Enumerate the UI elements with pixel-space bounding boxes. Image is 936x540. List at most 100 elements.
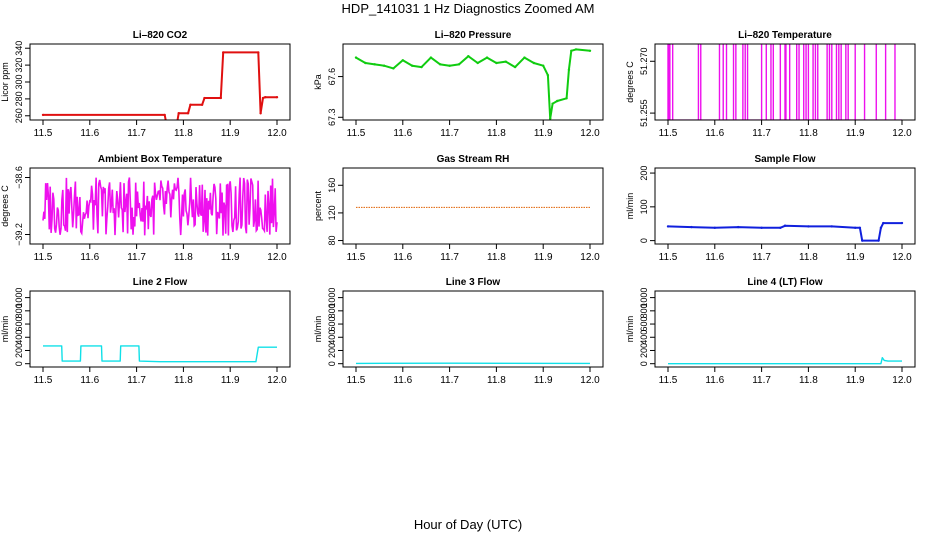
y-axis-label: ml/min xyxy=(625,316,635,343)
series-group xyxy=(41,51,279,128)
x-tick-label: 11.7 xyxy=(752,252,771,263)
series-line xyxy=(668,357,902,365)
panel-2: Li–820 Temperature 11.5 11.6 11.7 11.8 11.9 12… xyxy=(625,30,916,139)
x-tick-label: 11.9 xyxy=(846,375,865,386)
x-tick-label: 11.6 xyxy=(705,128,724,139)
series-point xyxy=(882,221,885,225)
series-point xyxy=(200,103,204,107)
series-point xyxy=(401,59,404,62)
panel-title: Li–820 Pressure xyxy=(435,30,512,41)
panel-1: Li–820 Pressure 11.5 11.6 11.7 11.8 11.9 12.0 6… xyxy=(313,30,604,139)
y-axis-label: ml/min xyxy=(313,316,323,343)
series-point xyxy=(221,51,225,54)
series-group xyxy=(42,177,278,236)
series-group xyxy=(667,44,902,120)
x-tick-label: 11.7 xyxy=(440,375,459,386)
y-tick-label: 160 xyxy=(327,178,337,193)
y-tick-label: 800 xyxy=(327,303,337,318)
y-tick-label: 100 xyxy=(639,199,649,214)
y-axis-label: percent xyxy=(313,190,323,221)
x-tick-label: 11.7 xyxy=(752,375,771,386)
series-point xyxy=(861,239,864,242)
panel-title: Li–820 CO2 xyxy=(133,30,188,41)
x-tick-label: 11.5 xyxy=(659,375,678,386)
x-tick-label: 11.5 xyxy=(347,128,366,139)
y-tick-label: 280 xyxy=(14,91,24,106)
x-tick-label: 11.6 xyxy=(80,128,99,139)
x-tick-label: 11.6 xyxy=(705,252,724,263)
series-line xyxy=(43,51,277,120)
x-tick-label: 11.6 xyxy=(705,375,724,386)
x-tick-label: 11.8 xyxy=(799,252,818,263)
y-tick-label: 600 xyxy=(327,317,337,332)
series-point xyxy=(420,65,423,69)
x-tick-label: 11.6 xyxy=(80,375,99,386)
series-point xyxy=(382,64,386,67)
y-tick-label: 200 xyxy=(327,343,337,358)
y-tick-label: 120 xyxy=(327,205,337,220)
panel-title: Sample Flow xyxy=(754,154,815,165)
series-point xyxy=(467,55,470,58)
panel-title: Ambient Box Temperature xyxy=(98,154,223,165)
x-tick-label: 11.9 xyxy=(221,252,240,263)
x-tick-label: 11.5 xyxy=(34,128,53,139)
x-tick-label: 11.7 xyxy=(440,252,459,263)
series-point xyxy=(476,61,479,65)
panel-4: Gas Stream RH 11.5 11.6 11.7 11.8 11.9 12.0 80 1… xyxy=(313,154,604,263)
series-point xyxy=(567,68,571,71)
x-tick-label: 11.9 xyxy=(534,375,553,386)
y-tick-label: 0 xyxy=(14,361,24,366)
x-axis-label: Hour of Day (UTC) xyxy=(413,517,523,532)
y-tick-label: 0 xyxy=(639,361,649,366)
series-point xyxy=(513,65,517,69)
y-tick-label: 340 xyxy=(14,41,24,56)
series-group xyxy=(354,48,592,120)
x-tick-label: 12.0 xyxy=(892,128,912,139)
panel-8: Line 4 (LT) Flow 11.5 11.6 11.7 11.8 11.9 12.0… xyxy=(625,277,916,386)
x-tick-label: 11.7 xyxy=(752,128,771,139)
series-point xyxy=(556,99,559,103)
x-tick-label: 11.9 xyxy=(534,128,553,139)
series-point xyxy=(364,61,367,65)
series-point xyxy=(189,103,192,107)
series-point xyxy=(264,96,267,99)
x-tick-label: 11.9 xyxy=(846,128,865,139)
x-tick-label: 11.5 xyxy=(659,128,678,139)
series-point xyxy=(830,225,833,228)
series-point xyxy=(373,63,376,66)
series-point xyxy=(504,60,507,63)
x-tick-label: 11.5 xyxy=(347,252,366,263)
series-point xyxy=(532,61,536,65)
x-tick-label: 11.9 xyxy=(221,375,240,386)
series-group xyxy=(666,221,904,242)
series-point xyxy=(779,226,782,229)
x-tick-label: 11.9 xyxy=(221,128,240,139)
series-point xyxy=(429,56,433,59)
panel-7: Line 3 Flow 11.5 11.6 11.7 11.8 11.9 12.0 0 2004… xyxy=(313,277,604,386)
plot-frame xyxy=(342,167,604,245)
y-tick-label: 1000 xyxy=(14,288,24,308)
x-tick-label: 11.7 xyxy=(127,128,146,139)
y-tick-label: 1000 xyxy=(327,288,337,308)
y-tick-label: 800 xyxy=(639,303,649,318)
series-point xyxy=(177,112,180,115)
series-point xyxy=(737,225,740,229)
panel-title: Gas Stream RH xyxy=(437,154,510,165)
y-axis-label: kPa xyxy=(313,74,323,90)
series-point xyxy=(713,226,716,229)
series-point xyxy=(551,102,554,105)
y-axis-label: degrees C xyxy=(0,185,10,227)
series-point xyxy=(457,63,461,66)
x-tick-label: 11.7 xyxy=(440,128,459,139)
series-group xyxy=(43,345,277,363)
series-point xyxy=(574,48,578,51)
series-point xyxy=(166,126,168,128)
y-tick-label: 51.270 xyxy=(639,48,649,76)
series-point xyxy=(690,225,693,229)
y-tick-label: 400 xyxy=(327,330,337,345)
x-tick-label: 12.0 xyxy=(580,375,600,386)
panel-title: Line 2 Flow xyxy=(133,277,188,288)
y-tick-label: 320 xyxy=(14,58,24,73)
series-group xyxy=(668,357,902,365)
